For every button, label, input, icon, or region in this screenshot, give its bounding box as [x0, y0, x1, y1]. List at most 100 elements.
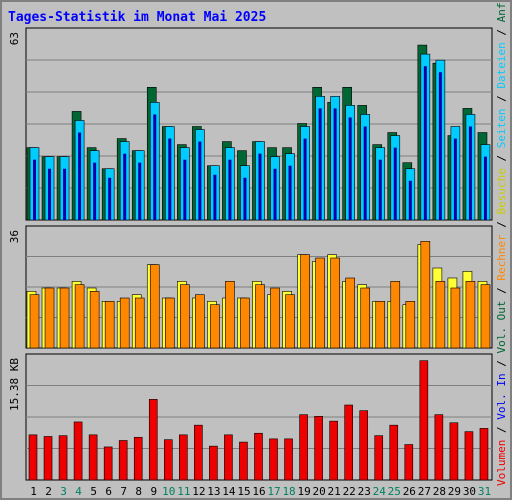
bar-seiten	[78, 132, 82, 220]
bar-volumen	[73, 421, 83, 481]
bar-rechner	[285, 294, 295, 349]
x-tick-label: 6	[105, 485, 112, 498]
bar-volumen	[209, 445, 218, 481]
side-legend-item: Volumen	[495, 440, 508, 486]
bar-volumen	[329, 420, 338, 481]
bar-rechner	[345, 277, 355, 349]
bar-seiten	[93, 162, 97, 220]
bar-volumen	[404, 444, 414, 481]
x-tick-label: 15	[237, 485, 250, 498]
bar-seiten	[363, 126, 367, 220]
x-tick-label: 18	[282, 485, 295, 498]
side-legend: Volumen / Vol. In / Vol. Out / Rechner /…	[495, 2, 508, 486]
side-legend-item: Vol. Out	[495, 301, 508, 361]
x-tick-label: 3	[60, 485, 67, 498]
chart-title: Tages-Statistik im Monat Mai 2025	[8, 10, 266, 25]
x-tick-label: 24	[373, 485, 387, 498]
bar-rechner	[255, 284, 265, 349]
x-tick-label: 1	[30, 485, 37, 498]
bar-rechner	[74, 284, 85, 349]
bar-seiten	[483, 156, 487, 220]
side-legend-item: /	[495, 29, 508, 42]
x-tick-label: 19	[297, 485, 310, 498]
side-legend-item: Seiten	[495, 108, 508, 154]
bar-volumen	[28, 434, 38, 481]
bar-seiten	[333, 108, 337, 220]
x-tick-label: 26	[403, 485, 416, 498]
bar-rechner	[480, 284, 491, 349]
bar-volumen	[43, 436, 53, 481]
x-tick-label: 7	[120, 485, 127, 498]
bar-rechner	[390, 281, 401, 349]
bar-seiten	[33, 159, 36, 220]
y-max-label: 15.38 KB	[8, 358, 21, 411]
bar-volumen	[239, 441, 248, 481]
bar-seiten	[183, 159, 187, 220]
bar-seiten	[318, 108, 322, 220]
bar-seiten	[138, 162, 142, 220]
y-max-label: 63	[8, 32, 21, 45]
bar-seiten	[438, 72, 442, 220]
x-tick-label: 22	[343, 485, 356, 498]
bar-seiten	[348, 117, 352, 220]
bar-volumen	[344, 404, 353, 481]
side-legend-item: /	[495, 221, 508, 234]
bar-seiten	[423, 66, 427, 220]
bar-volumen	[58, 435, 68, 481]
x-tick-label: 29	[448, 485, 461, 498]
x-tick-label: 2	[45, 485, 52, 498]
bar-volumen	[359, 410, 369, 481]
bar-seiten	[228, 159, 232, 220]
x-tick-label: 27	[418, 485, 431, 498]
bar-volumen	[103, 446, 113, 481]
x-tick-label: 9	[150, 485, 157, 498]
bar-rechner	[465, 281, 476, 349]
bar-volumen	[449, 422, 459, 481]
side-legend-item: /	[495, 95, 508, 108]
bar-rechner	[104, 301, 115, 349]
side-legend-item: /	[495, 426, 508, 439]
x-tick-label: 21	[328, 485, 341, 498]
side-legend-item: Dateien	[495, 42, 508, 95]
bar-seiten	[273, 168, 277, 220]
bar-rechner	[59, 287, 70, 349]
side-legend-item: Vol. In	[495, 373, 508, 426]
bar-rechner	[330, 257, 340, 349]
bar-volumen	[464, 431, 474, 481]
x-tick-label: 11	[177, 485, 190, 498]
x-tick-label: 20	[313, 485, 326, 498]
x-tick-label: 4	[75, 485, 82, 498]
side-legend-item: Rechner	[495, 234, 508, 287]
bar-seiten	[288, 165, 292, 220]
bar-volumen	[118, 440, 128, 481]
bar-volumen	[284, 438, 293, 481]
bar-seiten	[258, 153, 262, 220]
bar-volumen	[269, 438, 278, 481]
bar-rechner	[450, 287, 461, 349]
bar-volumen	[254, 432, 263, 481]
bar-seiten	[123, 153, 127, 220]
bar-seiten	[48, 168, 52, 220]
bar-seiten	[243, 177, 247, 220]
x-tick-label: 12	[192, 485, 205, 498]
bar-volumen	[374, 435, 384, 481]
bar-volumen	[194, 424, 203, 481]
bar-seiten	[453, 138, 457, 220]
bar-rechner	[225, 281, 235, 349]
bar-volumen	[163, 439, 173, 481]
side-legend-item: /	[495, 360, 508, 373]
bar-seiten	[468, 126, 472, 220]
bar-rechner	[300, 254, 310, 349]
bar-seiten	[393, 147, 397, 220]
bar-volumen	[419, 360, 429, 481]
bar-rechner	[375, 301, 386, 349]
bar-volumen	[389, 424, 399, 481]
bar-rechner	[164, 297, 175, 349]
bar-rechner	[134, 297, 145, 349]
x-tick-label: 8	[135, 485, 142, 498]
bar-volumen	[314, 416, 323, 481]
bar-rechner	[89, 291, 100, 349]
bar-volumen	[133, 436, 143, 481]
